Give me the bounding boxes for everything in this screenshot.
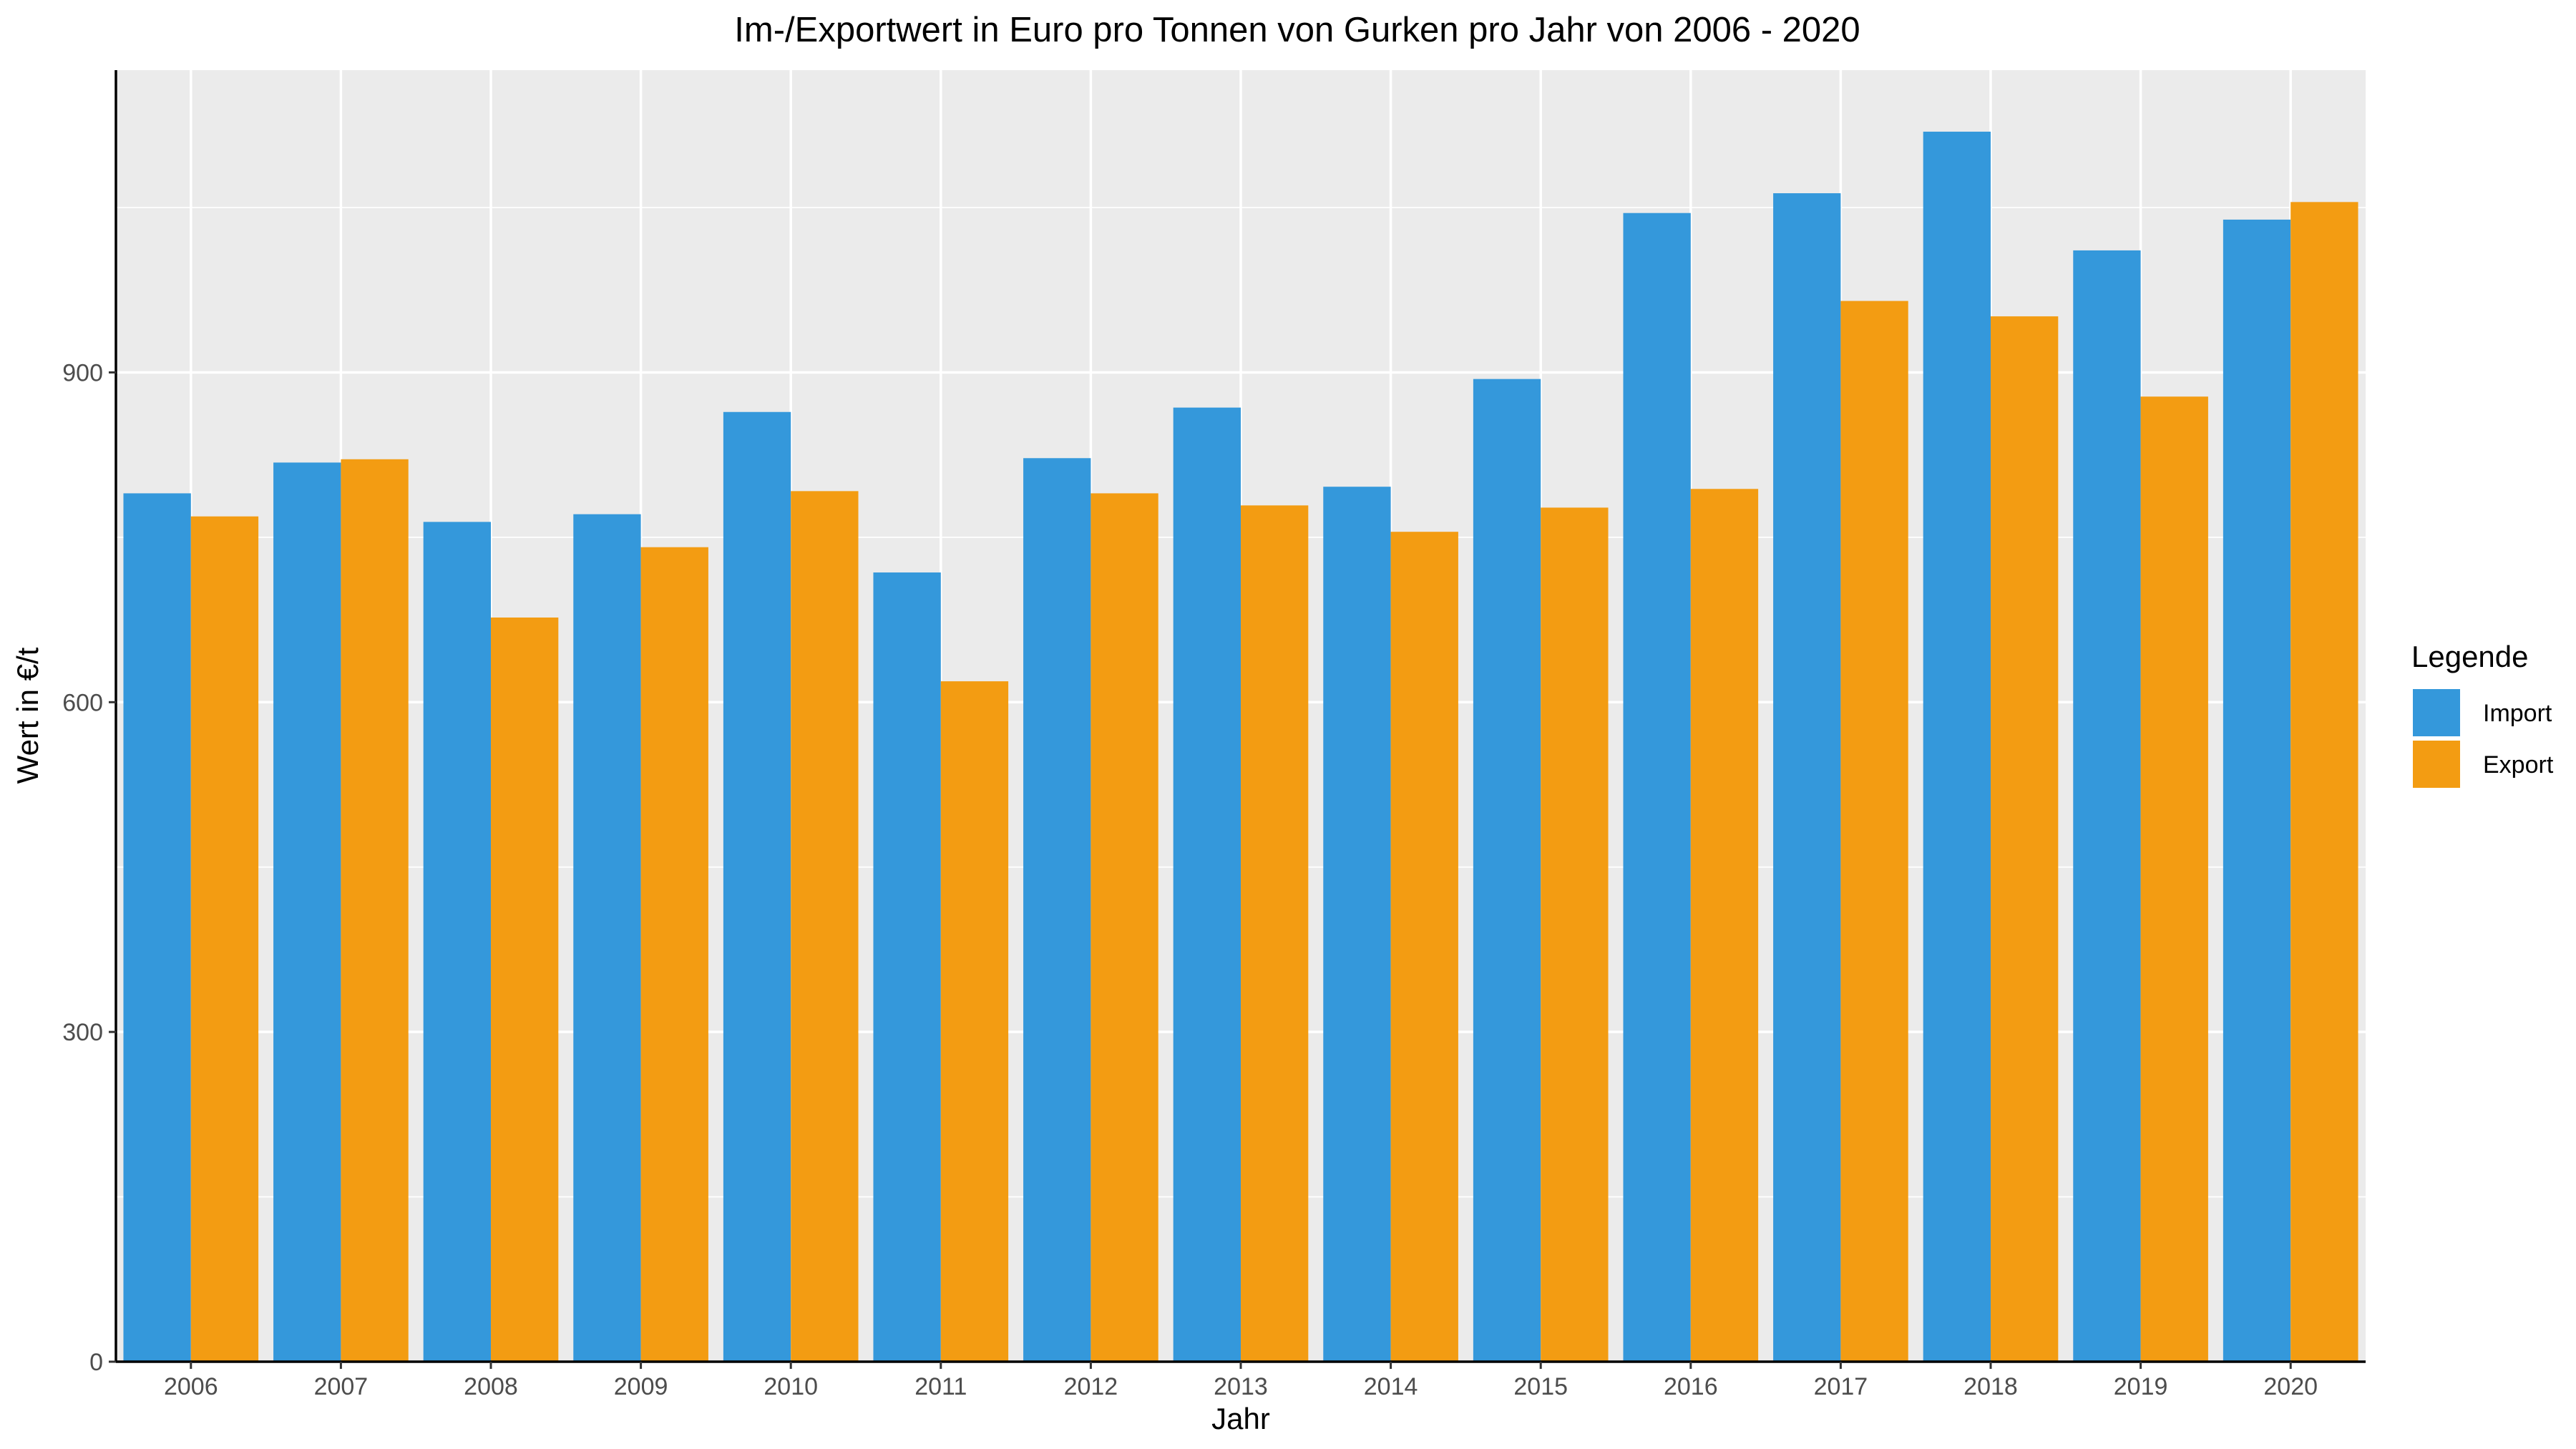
bar-export-2011 — [940, 681, 1009, 1362]
bar-import-2011 — [873, 572, 941, 1362]
bar-import-2010 — [723, 411, 791, 1362]
bar-export-2020 — [2290, 202, 2358, 1362]
x-tick-label: 2011 — [914, 1373, 967, 1400]
legend-label-import: Import — [2483, 700, 2552, 727]
legend-key-export — [2413, 741, 2460, 788]
bar-export-2007 — [341, 459, 409, 1362]
bar-export-2013 — [1241, 505, 1309, 1362]
chart-title: Im-/Exportwert in Euro pro Tonnen von Gu… — [734, 11, 1860, 49]
y-tick-label: 900 — [62, 359, 103, 386]
bar-export-2008 — [491, 618, 559, 1362]
x-tick-label: 2014 — [1364, 1373, 1418, 1400]
bar-import-2006 — [123, 493, 191, 1362]
x-tick-label: 2007 — [314, 1373, 369, 1400]
bar-import-2013 — [1173, 407, 1241, 1362]
bar-export-2010 — [791, 491, 859, 1362]
bar-import-2020 — [2223, 219, 2291, 1362]
legend: Legende Import Export — [2411, 640, 2554, 788]
bar-export-2016 — [1690, 489, 1759, 1362]
x-tick-label: 2020 — [2263, 1373, 2318, 1400]
bar-export-2012 — [1091, 493, 1158, 1362]
bar-import-2016 — [1623, 213, 1691, 1362]
bar-import-2014 — [1323, 487, 1391, 1362]
x-tick-label: 2012 — [1064, 1373, 1118, 1400]
x-tick-label: 2010 — [763, 1373, 818, 1400]
x-tick-label: 2008 — [464, 1373, 518, 1400]
x-tick-label: 2017 — [1814, 1373, 1868, 1400]
x-tick-label: 2006 — [164, 1373, 218, 1400]
bar-export-2018 — [1991, 316, 2059, 1362]
bar-export-2019 — [2140, 396, 2208, 1362]
y-axis-title: Wert in €/t — [11, 647, 44, 784]
bar-export-2014 — [1390, 532, 1458, 1362]
legend-title: Legende — [2411, 640, 2529, 673]
x-tick-label: 2016 — [1664, 1373, 1718, 1400]
y-axis-ticks: 0 300 600 900 — [62, 359, 116, 1376]
bar-import-2007 — [273, 462, 341, 1362]
legend-key-import — [2413, 689, 2460, 736]
legend-label-export: Export — [2483, 751, 2554, 779]
bars — [123, 132, 2358, 1362]
bar-import-2012 — [1023, 458, 1091, 1362]
bar-import-2017 — [1773, 193, 1841, 1362]
x-tick-label: 2015 — [1513, 1373, 1568, 1400]
x-tick-label: 2013 — [1214, 1373, 1268, 1400]
x-tick-label: 2019 — [2114, 1373, 2168, 1400]
bar-export-2009 — [640, 547, 708, 1362]
bar-export-2015 — [1541, 507, 1609, 1362]
y-tick-label: 0 — [89, 1349, 103, 1376]
bar-export-2017 — [1840, 301, 1908, 1362]
bar-import-2019 — [2073, 250, 2141, 1362]
y-tick-label: 300 — [62, 1019, 103, 1046]
bar-import-2015 — [1473, 379, 1541, 1362]
y-tick-label: 600 — [62, 689, 103, 716]
bar-import-2018 — [1923, 132, 1991, 1362]
x-axis-ticks: 2006 2007 2008 2009 2010 2011 2012 2013 2014 2015… — [164, 1362, 2318, 1400]
x-tick-label: 2018 — [1963, 1373, 2018, 1400]
bar-import-2008 — [423, 522, 491, 1362]
x-tick-label: 2009 — [614, 1373, 668, 1400]
bar-export-2006 — [190, 516, 259, 1362]
x-axis-title: Jahr — [1211, 1402, 1270, 1435]
bar-import-2009 — [573, 514, 641, 1362]
